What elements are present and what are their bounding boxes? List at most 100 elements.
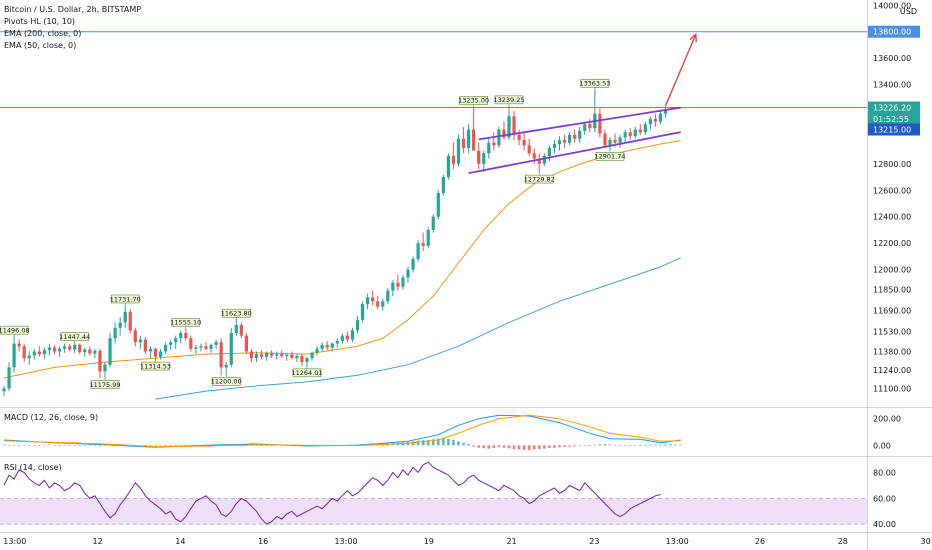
macd-bar-17: [88, 444, 92, 446]
price-tick: 12200.00: [873, 239, 911, 248]
pivot-box: [110, 294, 140, 304]
candle-body-38: [194, 347, 198, 349]
macd-bar-28: [144, 445, 147, 446]
candle-body-34: [174, 338, 178, 343]
macd-bar-110: [558, 445, 561, 448]
candle-body-115: [583, 124, 587, 131]
candle-body-61: [310, 352, 314, 359]
candle-body-91: [461, 138, 466, 148]
candle-56: [285, 352, 289, 361]
pivot-labels: 11496.08 11447.44 11731.70 11175.99 11555.10…: [0, 79, 626, 389]
macd-bar-116: [588, 445, 592, 446]
candle-72: [366, 293, 370, 310]
trend-channel: [468, 106, 681, 174]
price-badge-box: [868, 25, 920, 38]
macd-bar-13: [68, 444, 71, 446]
pivot-label: 11200.00: [211, 375, 242, 386]
candle-21: [108, 333, 112, 368]
macd-bar-49: [250, 445, 253, 446]
macd-bar-127: [644, 444, 647, 446]
candle-20: [103, 362, 107, 379]
macd-bar-133: [674, 444, 677, 446]
candle-6: [32, 348, 36, 360]
price-badge-box: [868, 101, 920, 114]
pivot-text: 11200.00: [211, 378, 242, 386]
macd-bar-103: [522, 445, 526, 450]
candle-98: [497, 126, 501, 148]
candle-body-25: [128, 311, 132, 331]
macd-bar-20: [103, 444, 107, 446]
price-badge-3: 13215.00: [868, 123, 920, 136]
candle-5: [27, 351, 31, 365]
macd-bar-7: [38, 445, 41, 446]
candle-110: [557, 136, 562, 151]
candles: [2, 89, 668, 397]
macd-bar-95: [482, 445, 486, 449]
candle-87: [441, 174, 445, 196]
candle-body-94: [477, 150, 481, 164]
time-tick-8: 13:00: [666, 537, 689, 546]
time-tick-9: 26: [755, 537, 765, 546]
candle-73: [371, 290, 375, 306]
price-tick: 13400.00: [873, 81, 911, 90]
candle-body-68: [345, 335, 349, 340]
macd-bar-82: [416, 440, 420, 446]
candle-body-121: [613, 140, 617, 143]
candle-body-78: [396, 282, 400, 287]
macd-bar-53: [270, 445, 273, 446]
macd-bar-96: [487, 445, 491, 449]
candle-body-124: [628, 132, 632, 137]
pivot-text: 12729.82: [524, 175, 555, 183]
candle-46: [234, 319, 238, 336]
price-tick: 12800.00: [873, 160, 911, 169]
pivot-box: [222, 308, 251, 318]
candle-body-109: [552, 144, 557, 148]
candle-12: [63, 343, 67, 353]
macd-bar-84: [426, 440, 430, 446]
candle-130: [658, 111, 663, 125]
candle-body-7: [37, 351, 41, 355]
price-badge-box: [868, 112, 920, 125]
macd-bar-15: [78, 445, 82, 446]
candle-body-113: [573, 134, 577, 139]
pivot-label: 13363.53: [579, 79, 610, 90]
macd-bar-5: [27, 445, 31, 446]
candle-body-27: [138, 339, 142, 343]
rsi-band: [0, 498, 867, 525]
candle-body-77: [391, 282, 395, 291]
candle-29: [148, 346, 153, 359]
candle-body-112: [568, 134, 572, 143]
candle-1: [7, 362, 11, 392]
arrow-head: [689, 32, 697, 43]
candle-3: [17, 339, 21, 352]
candle-body-45: [229, 333, 233, 365]
candle-body-54: [275, 354, 279, 356]
price-tick: 12400.00: [873, 213, 911, 222]
candle-57: [290, 351, 294, 360]
macd-bar-102: [517, 445, 521, 450]
candle-body-60: [305, 358, 309, 363]
macd-bar-107: [543, 445, 546, 449]
candle-body-4: [22, 346, 26, 359]
ema200-line: [155, 257, 681, 400]
macd-bar-47: [240, 445, 243, 446]
candle-body-125: [633, 129, 637, 137]
candle-15: [78, 343, 82, 355]
candle-82: [416, 240, 420, 262]
candle-24: [123, 304, 127, 328]
pivot-label: 11623.80: [221, 308, 252, 320]
time-tick-6: 21: [507, 537, 517, 546]
candle-120: [608, 137, 612, 151]
candle-85: [431, 214, 435, 233]
candle-106: [537, 153, 541, 174]
candle-body-22: [113, 327, 117, 339]
candle-body-59: [300, 356, 304, 363]
candle-body-30: [153, 348, 158, 357]
time-axis: 13:00 12 14 16 13:00 19 21 23 13:00 26 28 30: [3, 537, 930, 546]
macd-bar-104: [527, 445, 531, 451]
candle-131: [663, 105, 668, 118]
candle-126: [638, 124, 642, 135]
pivot-box: [459, 96, 488, 105]
